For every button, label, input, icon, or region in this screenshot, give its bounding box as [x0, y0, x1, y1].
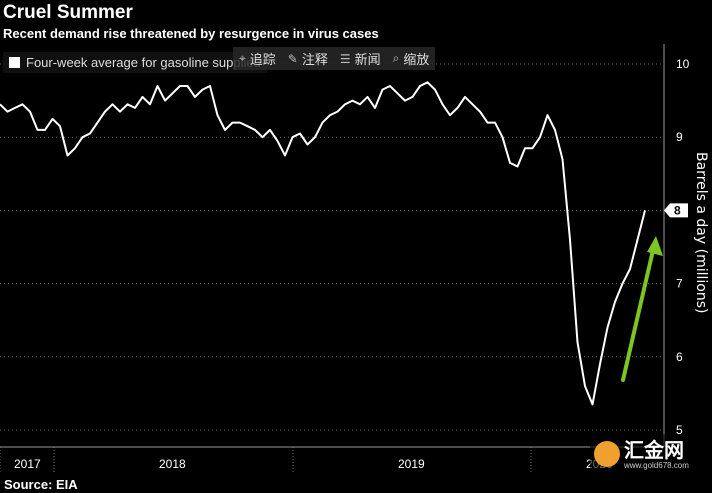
watermark-text: 汇金网: [624, 437, 684, 462]
x-tick-label: 2017: [14, 457, 41, 471]
legend-swatch: [9, 57, 20, 68]
chart-toolbar: ⌖ 追踪 ✎ 注释 ☰ 新闻 ⌕ 缩放: [233, 47, 436, 70]
track-icon: ⌖: [239, 51, 246, 65]
annotate-icon: ✎: [287, 51, 298, 66]
chart-subtitle: Recent demand rise threatened by resurge…: [3, 26, 379, 41]
tool-news[interactable]: ☰ 新闻: [339, 49, 381, 69]
trend-arrow-shaft: [621, 244, 656, 382]
y-tick-label: 5: [676, 423, 683, 437]
x-tick-label: 2019: [398, 457, 425, 471]
source-note: Source: EIA: [4, 477, 78, 492]
tool-track-label: 追踪: [249, 53, 276, 68]
tool-annotate[interactable]: ✎ 注释: [287, 49, 328, 69]
watermark: 汇金网 www.gold678.com: [590, 434, 712, 474]
x-tick-label: 2018: [159, 457, 186, 471]
series-line: [0, 81, 646, 406]
last-value-label: 8: [674, 203, 681, 217]
y-tick-label: 7: [676, 277, 683, 291]
y-axis-label: Barrels a day (millions): [693, 152, 709, 313]
tool-annotate-label: 注释: [301, 53, 328, 68]
zoom-icon: ⌕: [392, 51, 400, 65]
tool-news-label: 新闻: [354, 53, 381, 68]
last-value-marker: [664, 203, 688, 218]
tool-zoom[interactable]: ⌕ 缩放: [393, 49, 430, 68]
tool-zoom-label: 缩放: [403, 53, 430, 68]
tool-track[interactable]: ⌖ 追踪: [239, 49, 276, 68]
watermark-logo-icon: [594, 441, 620, 467]
y-tick-label: 6: [676, 350, 683, 364]
legend: Four-week average for gasoline supplied: [3, 52, 267, 73]
trend-arrow-icon: [647, 236, 663, 256]
legend-label: Four-week average for gasoline supplied: [26, 55, 261, 70]
news-icon: ☰: [339, 51, 351, 66]
y-tick-label: 10: [676, 57, 690, 71]
chart-title: Cruel Summer: [3, 2, 133, 23]
watermark-url: www.gold678.com: [624, 460, 689, 470]
y-tick-label: 9: [676, 130, 683, 144]
